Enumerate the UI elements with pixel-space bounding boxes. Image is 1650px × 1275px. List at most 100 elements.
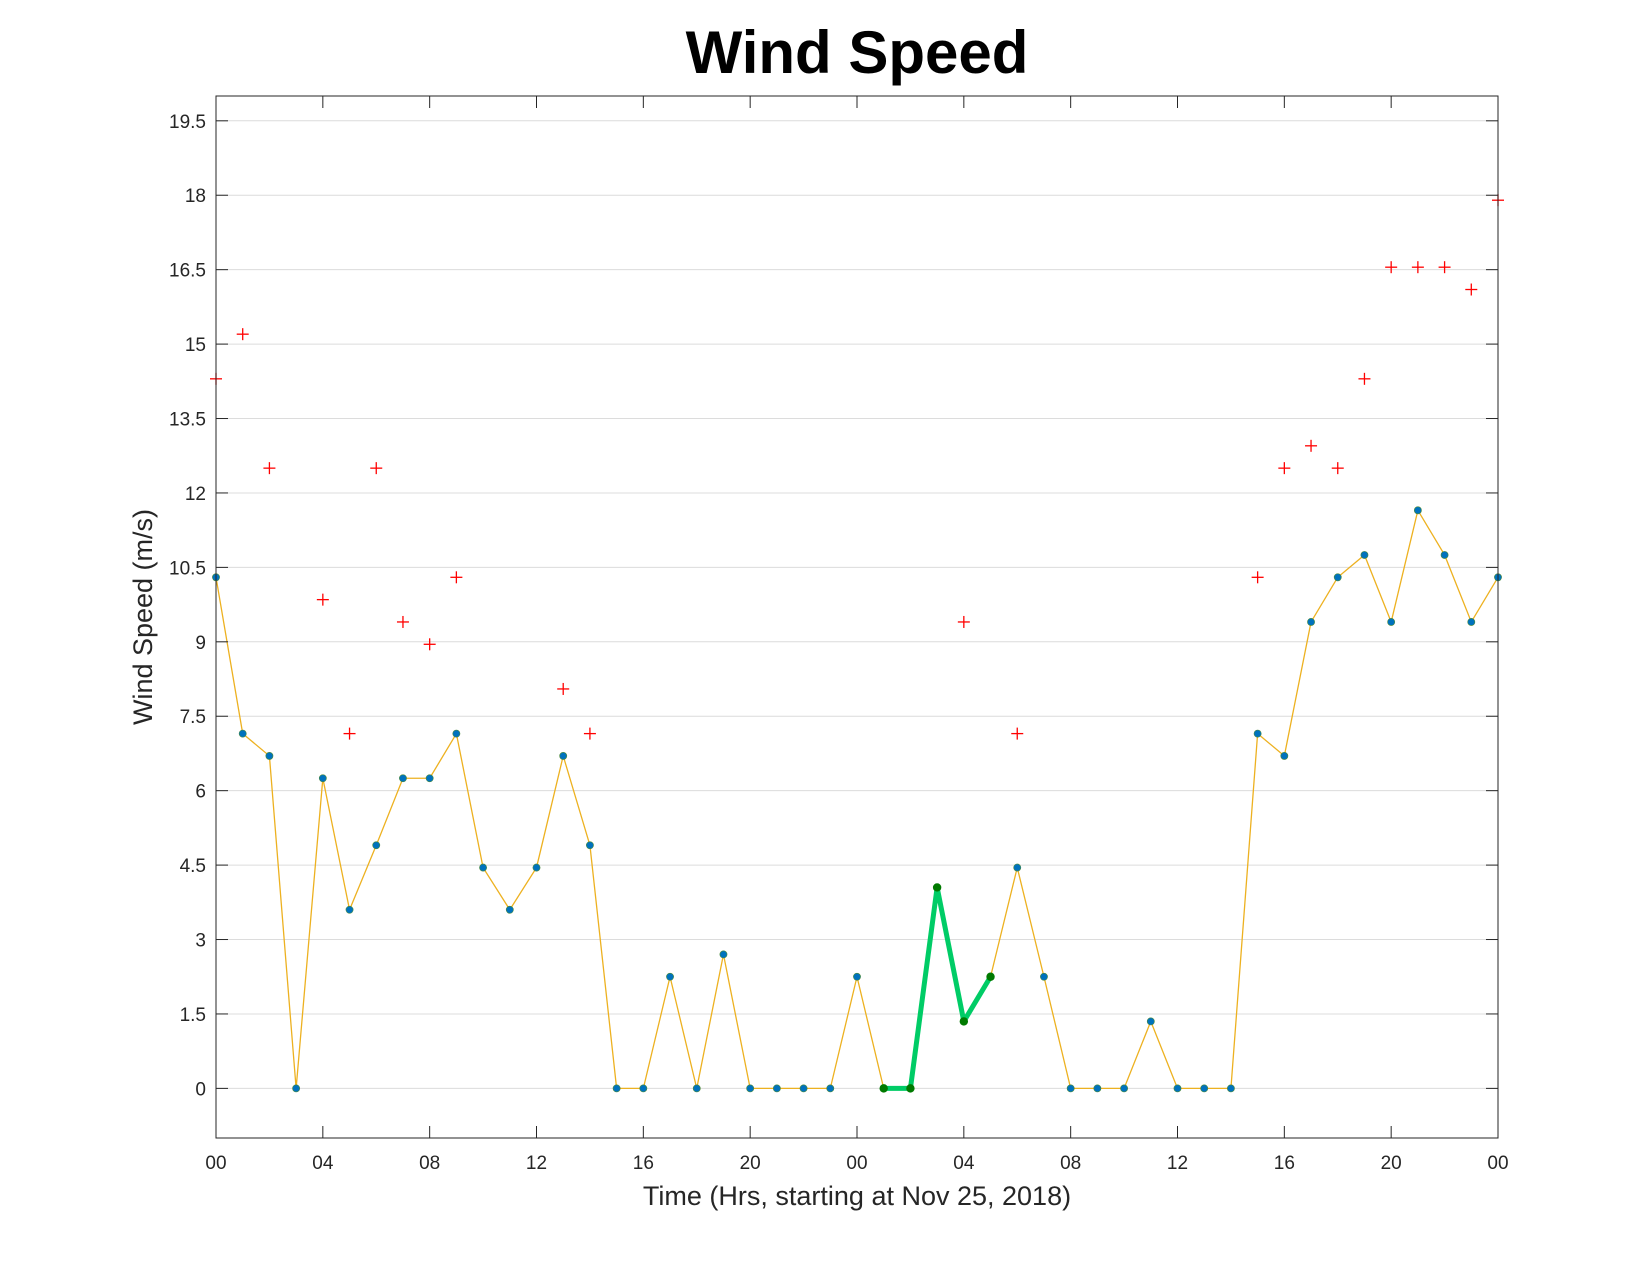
y-tick-label: 4.5 [180, 856, 206, 877]
gust-plus-marker [583, 727, 596, 740]
wind-speed-point [345, 905, 354, 914]
wind-speed-point [1093, 1084, 1102, 1093]
wind-speed-point [1413, 506, 1422, 515]
wind-speed-point [1200, 1084, 1209, 1093]
wind-speed-point [238, 729, 247, 738]
gust-plus-marker [450, 571, 463, 584]
gust-plus-marker [1358, 372, 1371, 385]
highlight-line [883, 884, 993, 1091]
x-tick-label: 00 [1487, 1153, 1508, 1174]
wind-speed-point [452, 729, 461, 738]
gust-plus-marker [1411, 261, 1424, 274]
highlight-point [906, 1084, 915, 1093]
wind-speed-point [1467, 618, 1476, 626]
x-tick-label: 04 [312, 1153, 334, 1174]
chart-title: Wind Speed [686, 19, 1029, 86]
wind-speed-point [425, 774, 434, 783]
x-tick-label: 00 [205, 1153, 226, 1174]
y-tick-label: 15 [185, 335, 206, 356]
gust-plus-marker [1331, 462, 1344, 475]
wind-speed-point [1307, 618, 1315, 626]
wind-speed-point [505, 905, 514, 914]
gust-plus-marker [396, 615, 409, 628]
wind-speed-point [772, 1084, 781, 1093]
plot-series [210, 194, 1504, 1093]
gust-plus-marker [1278, 462, 1291, 475]
plot-area-frame [215, 95, 1499, 1139]
highlight-point [932, 883, 942, 892]
gust-plus-marker [423, 638, 436, 651]
wind-speed-point [612, 1084, 621, 1093]
y-tick-label: 12 [185, 484, 206, 505]
x-tick-label: 16 [633, 1153, 654, 1174]
wind-speed-point [666, 972, 674, 981]
wind-speed-point [532, 863, 541, 872]
wind-speed-point [1227, 1084, 1235, 1093]
wind-speed-line [215, 508, 1499, 1090]
gust-plus-marker [1011, 727, 1024, 740]
wind-speed-point [265, 752, 274, 760]
wind-speed-point [1333, 573, 1342, 582]
gust-plus-marker [1305, 439, 1318, 452]
y-tick-label: 16.5 [169, 261, 206, 282]
y-tick-label: 19.5 [169, 112, 206, 133]
y-tick-label: 1.5 [180, 1005, 206, 1026]
x-tick-label: 08 [419, 1153, 440, 1174]
wind-speed-point [1120, 1084, 1128, 1093]
gust-plus-marker [236, 328, 249, 341]
grid-lines [216, 120, 1498, 1089]
gust-plus-marker [370, 462, 383, 475]
highlight-point [879, 1084, 888, 1093]
axis-ticks: 0 1.5 3 4.5 6 7.5 9 10.5 12 13.5 15 16.5 18 19.5 00 04 0… [169, 96, 1509, 1174]
x-tick-label: 08 [1060, 1153, 1081, 1174]
wind-speed-point [639, 1084, 648, 1093]
x-tick-label: 04 [953, 1153, 975, 1174]
highlight-point [986, 972, 995, 981]
wind-speed-point [1440, 551, 1449, 559]
y-tick-label: 10.5 [169, 558, 206, 579]
wind-speed-point [799, 1084, 808, 1093]
wind-speed-point [1040, 972, 1048, 981]
x-tick-label: 20 [740, 1153, 761, 1174]
wind-speed-point [586, 841, 594, 850]
wind-speed-point [1146, 1017, 1155, 1026]
wind-speed-point [746, 1084, 755, 1093]
x-tick-label: 12 [1167, 1153, 1188, 1174]
y-tick-label: 3 [195, 931, 206, 952]
wind-speed-point [479, 863, 487, 872]
x-axis-label: Time (Hrs, starting at Nov 25, 2018) [643, 1181, 1071, 1211]
wind-speed-point [1360, 551, 1369, 559]
gust-plus-marker [343, 727, 356, 740]
wind-speed-point [292, 1084, 301, 1093]
x-tick-label: 00 [846, 1153, 867, 1174]
wind-speed-point [853, 972, 861, 981]
y-tick-label: 7.5 [180, 707, 206, 728]
x-tick-label: 16 [1274, 1153, 1295, 1174]
wind-speed-point [1280, 752, 1289, 760]
x-tick-label: 12 [526, 1153, 547, 1174]
highlight-point [959, 1017, 969, 1026]
wind-speed-point [559, 752, 568, 760]
x-tick-label: 20 [1381, 1153, 1402, 1174]
gust-plus-marker [1385, 261, 1398, 274]
wind-speed-point [1173, 1084, 1182, 1093]
wind-speed-point [372, 841, 381, 850]
y-axis-label: Wind Speed (m/s) [128, 509, 158, 725]
wind-speed-point [1387, 618, 1396, 626]
y-tick-label: 0 [195, 1079, 206, 1100]
y-tick-label: 9 [195, 633, 206, 654]
gust-plus-marker [1438, 261, 1451, 274]
wind-speed-point [719, 950, 728, 959]
wind-speed-point [1066, 1084, 1075, 1093]
gust-plus-marker [316, 593, 329, 606]
wind-speed-point [1253, 729, 1262, 738]
wind-speed-point [399, 774, 407, 783]
y-tick-label: 6 [195, 782, 206, 803]
wind-speed-point [318, 774, 327, 783]
gust-plus-marker [957, 615, 970, 628]
y-tick-label: 18 [185, 186, 206, 207]
gust-plus-marker [557, 682, 570, 695]
gust-plus-marker [263, 462, 276, 475]
gust-plus-marker [1465, 283, 1478, 296]
